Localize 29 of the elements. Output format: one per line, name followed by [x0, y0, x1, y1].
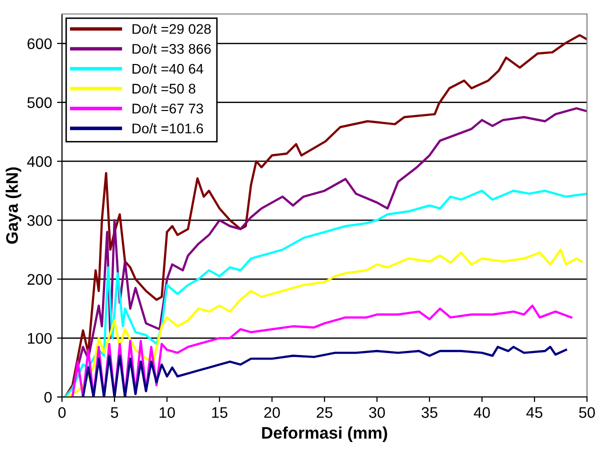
- x-tick-label: 50: [579, 407, 595, 418]
- y-tick-label: 500: [27, 97, 52, 108]
- x-tick-label: 0: [58, 407, 66, 418]
- legend-label: Do/t =101.6: [132, 123, 204, 134]
- y-tick-label: 0: [44, 392, 52, 403]
- y-tick-label: 300: [27, 215, 52, 226]
- x-axis-title: Deformasi (mm): [262, 426, 388, 442]
- line-series: [82, 346, 568, 397]
- legend-label: Do/t =50 8: [132, 83, 196, 94]
- y-tick-label: 400: [27, 156, 52, 167]
- x-tick-label: 5: [110, 407, 118, 418]
- legend-label: Do/t =29 028: [132, 24, 211, 34]
- x-tick-label: 25: [316, 407, 332, 418]
- y-tick-label: 100: [28, 332, 52, 344]
- line-series: [71, 304, 572, 397]
- x-tick-label: 10: [160, 407, 175, 418]
- x-tick-label: 30: [369, 407, 385, 418]
- x-tick-label: 20: [264, 407, 280, 418]
- y-axis-title: Gaya (kN): [6, 167, 22, 244]
- y-tick-label: 200: [28, 274, 52, 285]
- legend-label: Do/t =40 64: [132, 64, 204, 74]
- legend-label: Do/t =33 866: [132, 44, 211, 54]
- line-series: [66, 248, 583, 397]
- x-tick-label: 35: [422, 407, 438, 418]
- legend-label: Do/t =67 73: [132, 103, 204, 114]
- y-tick-label: 600: [28, 38, 52, 50]
- x-tick-label: 15: [212, 407, 228, 418]
- x-tick-label: 45: [526, 407, 542, 418]
- x-tick-label: 40: [474, 407, 490, 418]
